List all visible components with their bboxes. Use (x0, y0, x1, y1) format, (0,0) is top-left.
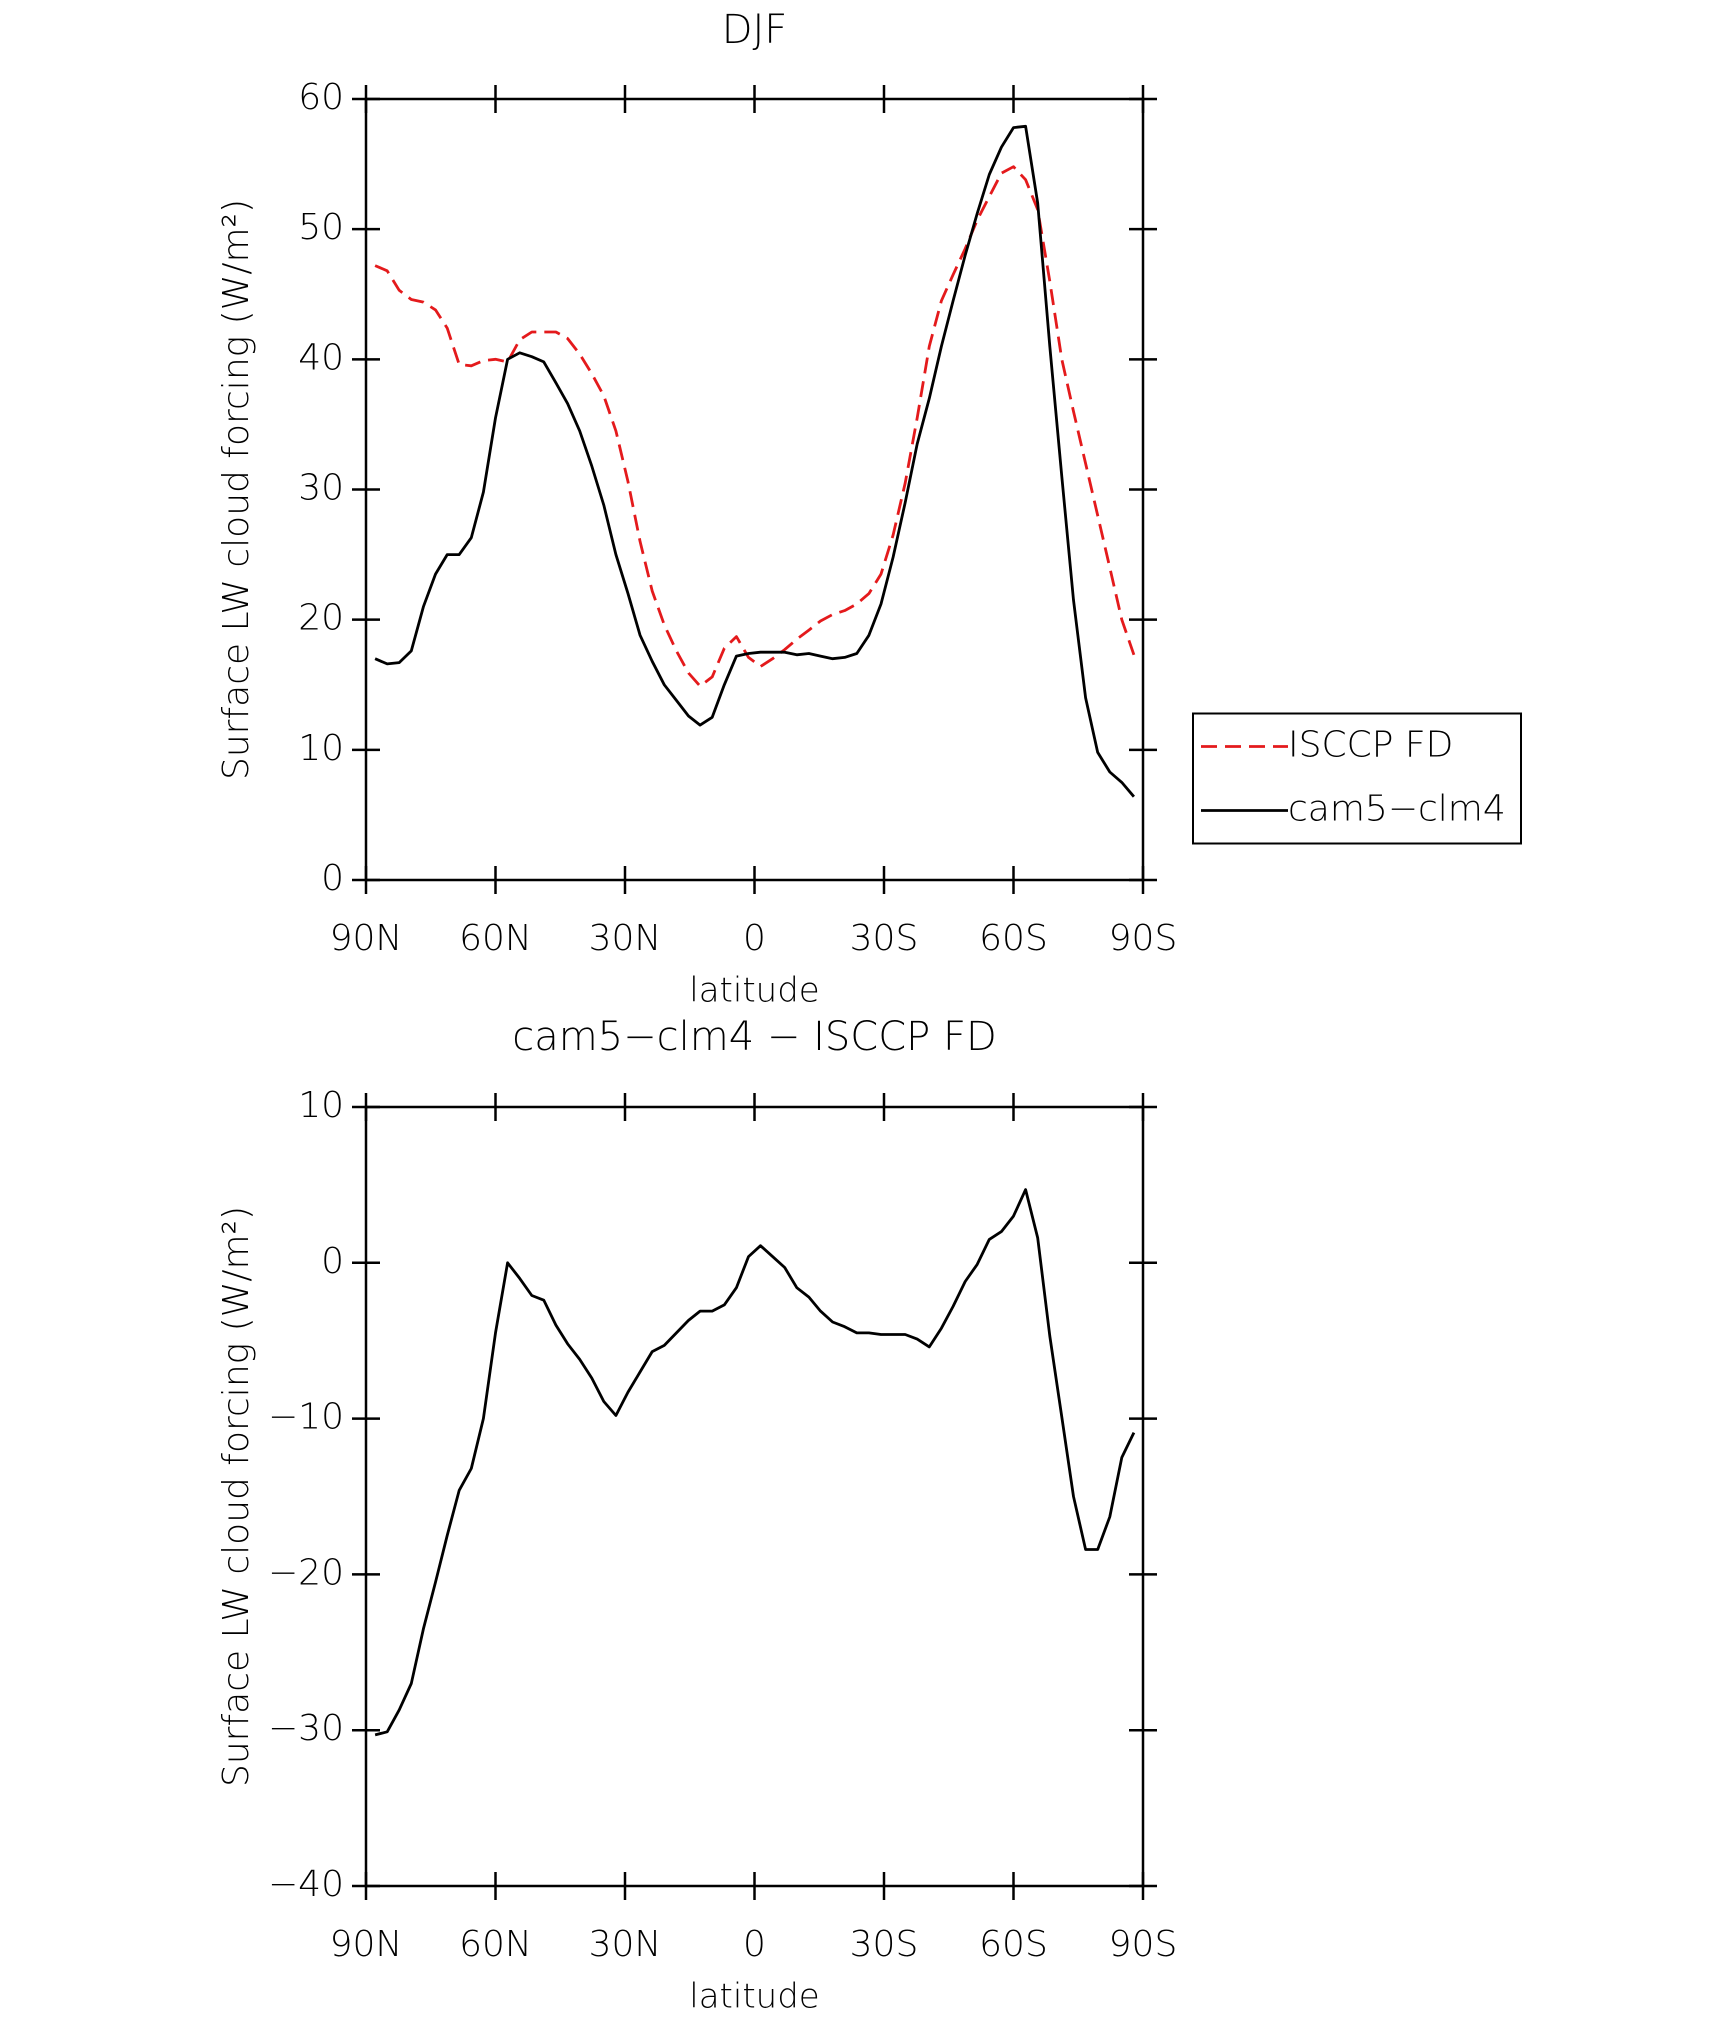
y-tick-label: −20 (268, 1552, 344, 1593)
y-tick-label: −30 (268, 1708, 344, 1749)
x-tick-label: 90N (330, 1924, 403, 1965)
chart-title: cam5−clm4 − ISCCP FD (512, 1014, 997, 1060)
x-axis-label: latitude (689, 971, 819, 1011)
data-line (374, 165, 1136, 688)
y-tick-label: 0 (321, 1241, 344, 1282)
legend-label: ISCCP FD (1288, 725, 1453, 766)
x-tick-label: 30S (850, 1924, 919, 1965)
y-tick-label: 10 (298, 728, 344, 769)
y-tick-label: 40 (298, 337, 344, 378)
x-tick-label: 60S (979, 1924, 1048, 1965)
y-tick-label: 0 (321, 858, 344, 899)
x-tick-label: 90N (330, 918, 403, 959)
x-tick-label: 30N (589, 918, 662, 959)
x-axis-label: latitude (689, 1977, 819, 2017)
legend-label: cam5−clm4 (1288, 789, 1506, 830)
data-line (374, 124, 1135, 798)
data-line (374, 1188, 1136, 1737)
x-tick-label: 30N (589, 1924, 662, 1965)
x-tick-label: 90S (1109, 918, 1178, 959)
x-tick-label: 0 (743, 1924, 766, 1965)
y-axis-label: Surface LW cloud forcing (W/m²) (216, 1206, 257, 1787)
y-axis-label: Surface LW cloud forcing (W/m²) (216, 199, 257, 780)
x-tick-label: 30S (850, 918, 919, 959)
x-tick-label: 60N (459, 1924, 532, 1965)
y-tick-label: −40 (268, 1864, 344, 1905)
x-tick-label: 90S (1109, 1924, 1178, 1965)
y-tick-label: 50 (298, 207, 344, 248)
plot-frame (364, 1105, 1145, 1888)
x-tick-label: 60S (979, 918, 1048, 959)
x-tick-label: 60N (459, 918, 532, 959)
x-tick-label: 0 (743, 918, 766, 959)
legend-box (1192, 712, 1522, 845)
chart-title: DJF (722, 7, 788, 53)
y-tick-label: 10 (298, 1085, 344, 1126)
y-tick-label: 60 (298, 77, 344, 118)
y-tick-label: 30 (298, 468, 344, 509)
y-tick-label: −10 (268, 1397, 344, 1438)
y-tick-label: 20 (298, 598, 344, 639)
